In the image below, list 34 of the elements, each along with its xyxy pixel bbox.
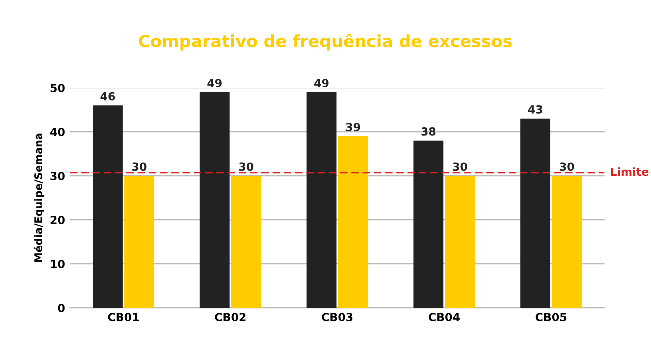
y-tick-label: 0 [58,304,65,312]
y-tick-label: 40 [50,128,65,136]
data-label: 46 [100,92,116,101]
bar [445,176,476,308]
data-label: 30 [239,162,254,172]
ref-line-label: Limite [611,168,649,176]
bar [306,92,337,308]
y-tick-label: 30 [50,172,65,180]
bar [414,140,444,308]
chart-title: Comparativo de frequência de excessos [139,34,512,51]
bar [552,176,582,308]
x-tick-label: CB01 [108,313,140,322]
bar [124,176,154,308]
bar [93,106,123,308]
bar [200,92,230,308]
y-tick-label: 50 [50,84,65,92]
y-tick-label: 10 [51,260,65,268]
x-tick-label: CB04 [428,313,460,322]
data-label: 38 [422,128,436,136]
bar [338,136,368,308]
data-label: 39 [346,123,360,132]
data-label: 30 [453,162,468,172]
data-label: 30 [560,162,574,172]
data-label: 49 [208,79,222,88]
y-tick-label: 20 [50,216,65,224]
x-tick-label: CB02 [215,313,246,322]
data-label: 30 [132,162,147,172]
x-tick-label: CB05 [536,313,567,322]
x-tick-label: CB03 [322,313,353,322]
y-axis-title: Média/Equipe/Semana [34,134,44,262]
bar [231,176,262,308]
data-label: 43 [528,106,542,114]
data-label: 49 [314,79,329,88]
bar [520,118,551,308]
